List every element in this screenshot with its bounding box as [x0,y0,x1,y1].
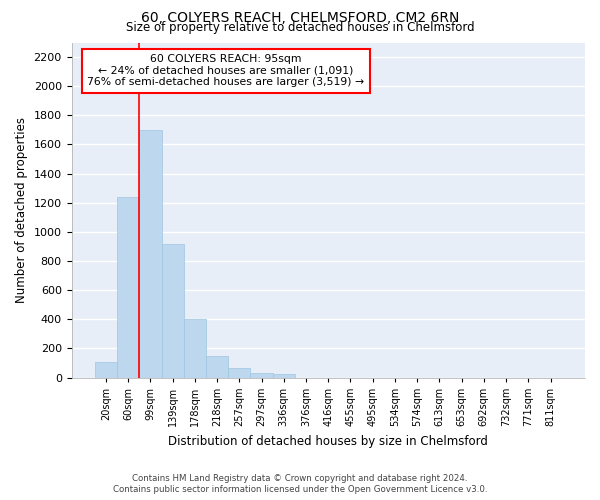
Bar [139,130,161,378]
Y-axis label: Number of detached properties: Number of detached properties [15,117,28,303]
Text: Size of property relative to detached houses in Chelmsford: Size of property relative to detached ho… [125,22,475,35]
Text: 60 COLYERS REACH: 95sqm
← 24% of detached houses are smaller (1,091)
76% of semi: 60 COLYERS REACH: 95sqm ← 24% of detache… [87,54,364,88]
Bar [272,374,295,378]
Text: Contains HM Land Registry data © Crown copyright and database right 2024.
Contai: Contains HM Land Registry data © Crown c… [113,474,487,494]
Bar [161,244,184,378]
X-axis label: Distribution of detached houses by size in Chelmsford: Distribution of detached houses by size … [169,434,488,448]
Bar [228,368,250,378]
Bar [206,356,228,378]
Bar [117,197,139,378]
Bar [250,372,272,378]
Bar [184,320,206,378]
Bar [95,362,117,378]
Text: 60, COLYERS REACH, CHELMSFORD, CM2 6RN: 60, COLYERS REACH, CHELMSFORD, CM2 6RN [141,12,459,26]
